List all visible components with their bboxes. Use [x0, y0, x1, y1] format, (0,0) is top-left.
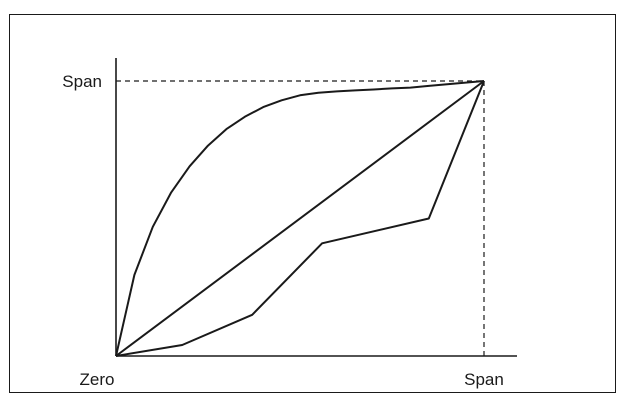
x-axis-span-label: Span: [464, 370, 504, 389]
figure-frame: [9, 14, 616, 393]
concave-response-curve: [115, 80, 485, 357]
curves-group: [115, 80, 485, 357]
piecewise-response-curve: [115, 80, 485, 357]
linear-response-line: [115, 80, 485, 357]
y-axis-span-label: Span: [62, 72, 102, 91]
x-axis-zero-label: Zero: [80, 370, 115, 389]
